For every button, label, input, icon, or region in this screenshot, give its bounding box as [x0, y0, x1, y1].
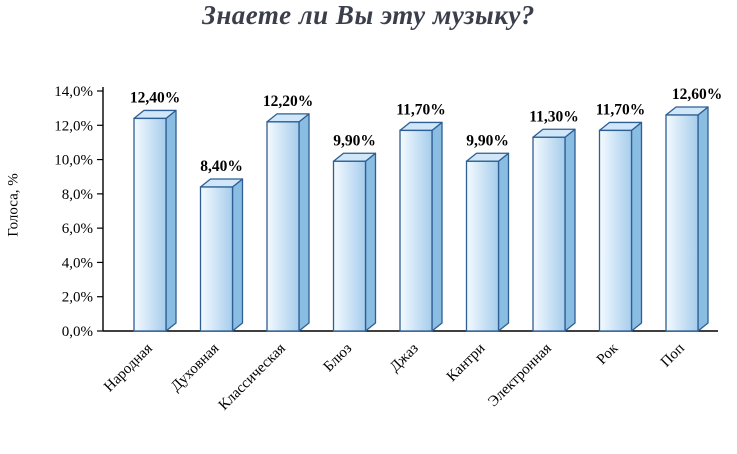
bar-side-face	[431, 121, 443, 332]
bar	[133, 117, 167, 332]
bar-value-label: 12,40%	[130, 89, 180, 106]
y-tick-label: 12,0%	[54, 118, 93, 134]
bar-value-label: 12,20%	[263, 93, 313, 110]
y-tick-label: 14,0%	[54, 84, 93, 100]
bar-side-face	[298, 113, 310, 332]
chart-title: Знаете ли Вы эту музыку?	[202, 0, 535, 30]
category-label: Кантри	[444, 341, 488, 385]
bar-value-label: 11,30%	[529, 108, 579, 125]
bar-side-face	[497, 152, 510, 332]
category-label: Поп	[658, 341, 688, 371]
bar-side-face	[630, 121, 643, 332]
category-label: Электронная	[485, 340, 555, 410]
bar-value-label: 11,70%	[396, 101, 446, 118]
category-label: Классическая	[216, 340, 289, 413]
bar	[665, 114, 699, 332]
category-label: Блюз	[321, 340, 356, 375]
bar-value-label: 9,90%	[333, 132, 376, 149]
y-tick-label: 0,0%	[62, 324, 93, 340]
bar	[332, 160, 367, 332]
y-tick-label: 6,0%	[62, 221, 93, 237]
bar	[399, 129, 433, 332]
bar-side-face	[564, 128, 576, 332]
category-label: Джаз	[387, 340, 422, 375]
y-tick-label: 8,0%	[62, 187, 93, 203]
bar-side-face	[697, 106, 709, 332]
category-label: Духовная	[168, 340, 222, 394]
bar	[199, 186, 234, 332]
category-label: Рок	[594, 340, 622, 368]
bar	[465, 160, 500, 332]
y-tick-label: 4,0%	[62, 255, 93, 271]
bar	[532, 136, 566, 332]
bar-value-label: 12,60%	[672, 86, 722, 103]
bar-side-face	[165, 109, 177, 332]
y-tick-label: 2,0%	[62, 290, 93, 306]
bar-side-face	[364, 152, 377, 332]
bar-value-label: 8,40%	[200, 158, 243, 175]
bar-value-label: 9,90%	[466, 132, 509, 149]
bar-side-face	[231, 178, 244, 332]
bar	[598, 129, 633, 332]
category-label: Народная	[101, 340, 156, 395]
y-tick-label: 10,0%	[54, 153, 93, 169]
bar	[266, 121, 300, 332]
bar-value-label: 11,70%	[596, 101, 646, 118]
